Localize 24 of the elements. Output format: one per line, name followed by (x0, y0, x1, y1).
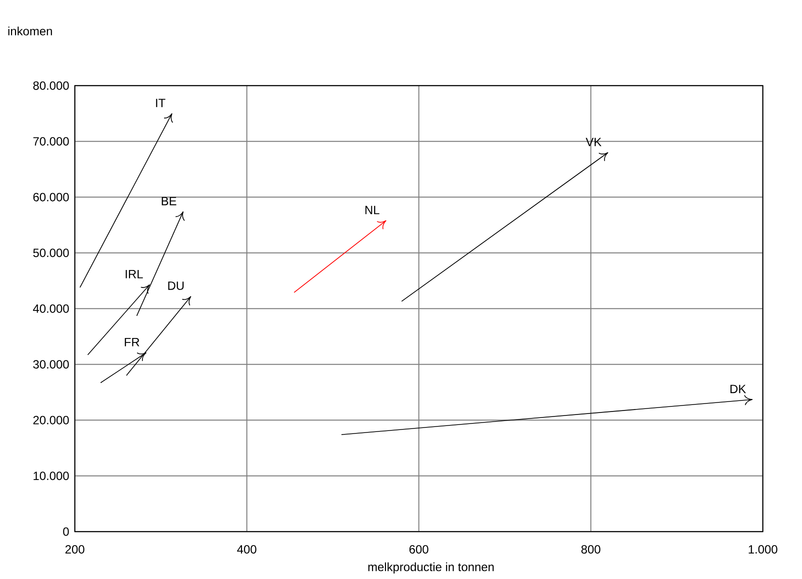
y-tick-label: 30.000 (33, 360, 69, 369)
y-tick-label: 80.000 (33, 81, 69, 90)
x-tick-label: 800 (581, 545, 600, 554)
series-label: NL (365, 206, 380, 214)
y-tick-label: 50.000 (33, 248, 69, 258)
legend-label: DU (168, 282, 184, 290)
x-tick-label: 1.000 (748, 545, 778, 554)
series-label: IRL (126, 270, 143, 278)
y-tick-label: 40.000 (33, 304, 69, 313)
y-axis-title: inkomen (8, 26, 52, 36)
y-tick-label: 0 (63, 527, 69, 536)
y-tick-label: 70.000 (33, 137, 69, 146)
series-label: DK (730, 384, 746, 394)
x-tick-label: 200 (65, 545, 84, 554)
series-label: IT (156, 98, 166, 108)
x-tick-label: 400 (237, 545, 256, 554)
y-tick-label: 10.000 (34, 472, 69, 480)
y-tick-label: 60.000 (33, 192, 69, 202)
series-label: FR (124, 338, 140, 346)
series-label: VK (586, 138, 602, 146)
x-tick-label: 600 (409, 545, 428, 554)
x-axis-title: melkproductie in tonnen (368, 562, 494, 574)
series-label: BE (162, 196, 176, 206)
y-tick-label: 20.000 (33, 416, 69, 424)
